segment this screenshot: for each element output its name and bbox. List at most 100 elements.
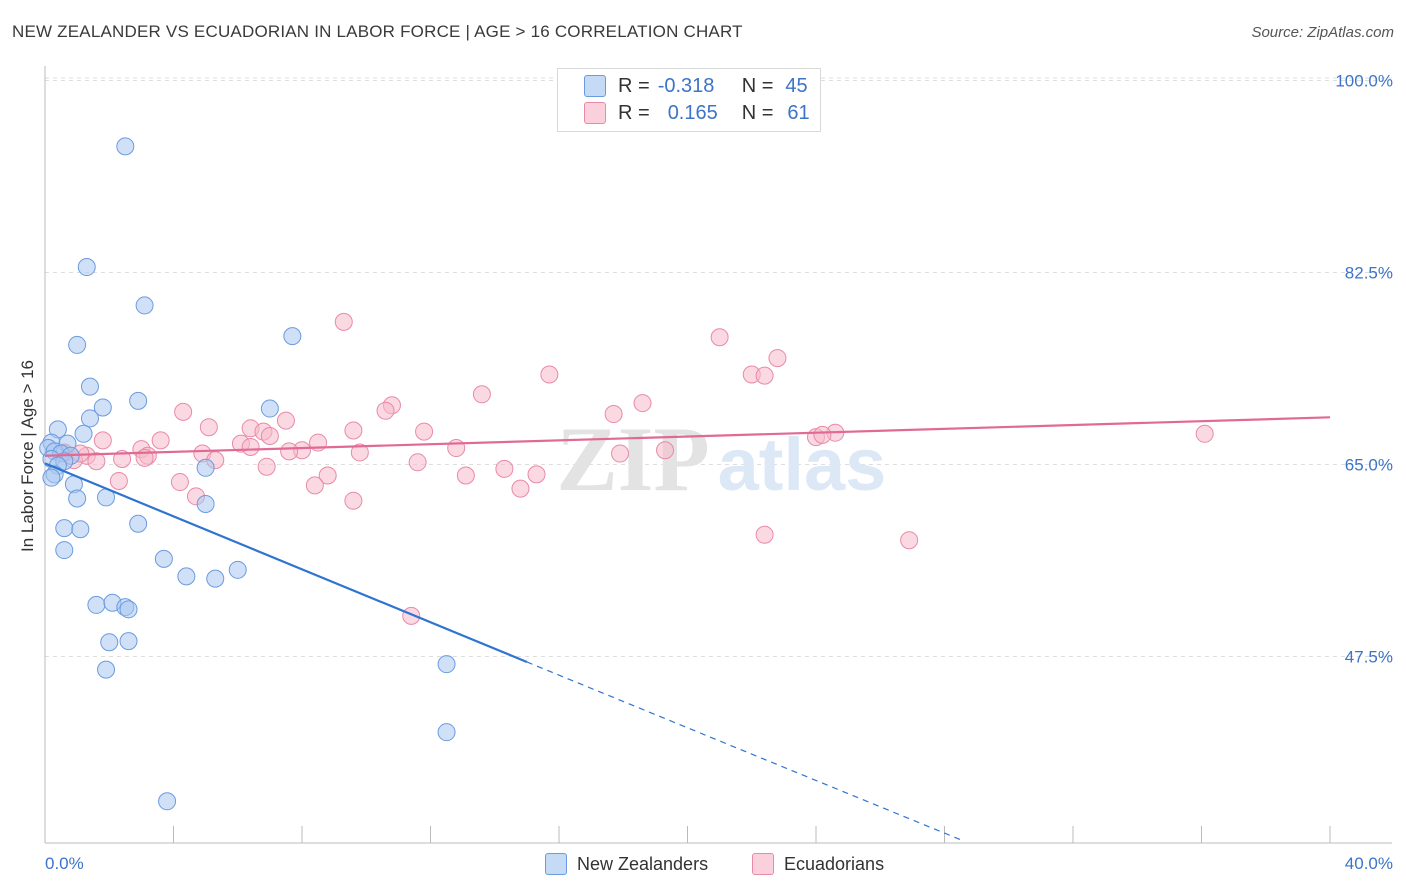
chart-title: NEW ZEALANDER VS ECUADORIAN IN LABOR FOR… — [12, 22, 743, 41]
source-label: Source: ZipAtlas.com — [1251, 24, 1394, 41]
new-zealander-point — [283, 327, 302, 346]
new-zealander-point — [154, 549, 173, 568]
new-zealander-point — [80, 409, 99, 428]
new-zealander-point — [93, 398, 112, 417]
new-zealander-point — [119, 632, 138, 651]
new-zealander-point — [206, 569, 225, 588]
new-zealander-point — [68, 489, 87, 508]
legend-row-new-zealanders: R = -0.318 N = 45 — [584, 74, 808, 98]
new-zealander-point — [74, 424, 93, 443]
ecuadorian-point — [93, 431, 112, 450]
watermark-atlas: atlas — [718, 423, 887, 506]
ecuadorian-point — [260, 426, 279, 445]
legend-n-label: N = — [741, 101, 774, 124]
ecuadorian-point — [344, 491, 363, 510]
correlation-legend: R = -0.318 N = 45 R = 0.165 N = 61 — [557, 68, 821, 132]
new-zealander-point — [437, 723, 456, 742]
ecuadorian-point — [604, 405, 623, 424]
y-axis-label: In Labor Force | Age > 16 — [18, 359, 37, 553]
new-zealander-point — [119, 600, 138, 619]
ecuadorian-point — [456, 466, 475, 485]
new-zealander-point — [129, 514, 148, 533]
new-zealander-point — [116, 137, 135, 156]
y-tick-label: 47.5% — [1345, 647, 1393, 666]
ecuadorian-point — [109, 471, 128, 490]
legend-n-label: N = — [741, 74, 774, 97]
ecuadorian-point — [768, 349, 787, 368]
ecuadorian-point — [276, 411, 295, 430]
new-zealander-point — [196, 458, 215, 477]
new-zealander-point — [42, 468, 61, 487]
ecuadorian-point — [527, 465, 546, 484]
legend-swatch-pink — [752, 853, 774, 875]
legend-row-ecuadorians: R = 0.165 N = 61 — [584, 101, 810, 125]
legend-label-new-zealanders: New Zealanders — [577, 853, 709, 874]
new-zealander-point — [260, 399, 279, 418]
new-zealander-point — [177, 567, 196, 586]
legend-n-value: 61 — [787, 101, 810, 124]
ecuadorian-point — [1195, 424, 1214, 443]
ecuadorian-point — [151, 431, 170, 450]
legend-n-value: 45 — [785, 74, 808, 97]
ecuadorian-point — [755, 366, 774, 385]
ecuadorian-point — [318, 466, 337, 485]
legend-r-value: 0.165 — [667, 101, 718, 124]
x-tick-label: 40.0% — [1345, 854, 1393, 873]
y-tick-label: 100.0% — [1335, 72, 1393, 91]
ecuadorian-point — [87, 452, 106, 471]
new-zealander-point — [129, 391, 148, 410]
ecuadorian-point — [540, 365, 559, 384]
ecuadorian-point — [633, 394, 652, 413]
legend-swatch-blue — [545, 853, 567, 875]
new-zealander-point — [100, 633, 119, 652]
ecuadorian-point — [350, 443, 369, 462]
ecuadorian-point — [472, 385, 491, 404]
ecuadorian-point — [415, 422, 434, 441]
ecuadorian-point — [113, 450, 132, 469]
y-tick-label: 82.5% — [1345, 264, 1393, 283]
legend-r-label: R = — [618, 101, 650, 124]
legend-swatch-blue — [584, 75, 606, 97]
ecuadorian-point — [174, 402, 193, 421]
x-tick-label: 0.0% — [45, 854, 84, 873]
ecuadorian-point — [447, 439, 466, 458]
ecuadorian-point — [170, 473, 189, 492]
ecuadorian-point — [257, 457, 276, 476]
new-zealander-point — [87, 595, 106, 614]
new-zealander-point — [55, 541, 74, 560]
ecuadorian-point — [334, 312, 353, 331]
ecuadorian-point — [408, 453, 427, 472]
new-zealander-point — [228, 560, 247, 579]
new-zealander-point — [196, 494, 215, 513]
new-zealander-point — [71, 520, 90, 539]
new-zealander-trend-line — [44, 462, 528, 663]
ecuadorian-point — [280, 442, 299, 461]
y-tick-label: 65.0% — [1345, 456, 1393, 475]
new-zealander-trend-extension — [526, 661, 961, 841]
new-zealander-point — [80, 377, 99, 396]
new-zealander-point — [158, 792, 177, 811]
bottom-legend-ecuadorians: Ecuadorians — [752, 852, 884, 876]
new-zealander-point — [97, 660, 116, 679]
ecuadorian-point — [656, 441, 675, 460]
ecuadorian-point — [376, 401, 395, 420]
legend-r-value: -0.318 — [657, 74, 715, 97]
ecuadorian-point — [305, 476, 324, 495]
bottom-legend-new-zealanders: New Zealanders — [545, 852, 708, 876]
ecuadorian-point — [755, 525, 774, 544]
ecuadorian-point — [344, 421, 363, 440]
new-zealander-point — [135, 296, 154, 315]
ecuadorian-point — [900, 531, 919, 550]
watermark-zip: ZIP — [556, 408, 709, 510]
ecuadorian-trend-line — [44, 416, 1331, 457]
ecuadorian-point — [495, 459, 514, 478]
ecuadorian-point — [241, 437, 260, 456]
new-zealander-point — [55, 519, 74, 538]
legend-r-label: R = — [618, 74, 650, 97]
legend-label-ecuadorians: Ecuadorians — [784, 853, 885, 874]
new-zealander-point — [437, 655, 456, 674]
ecuadorian-point — [710, 328, 729, 347]
new-zealander-point — [77, 258, 96, 277]
ecuadorian-point — [611, 444, 630, 463]
